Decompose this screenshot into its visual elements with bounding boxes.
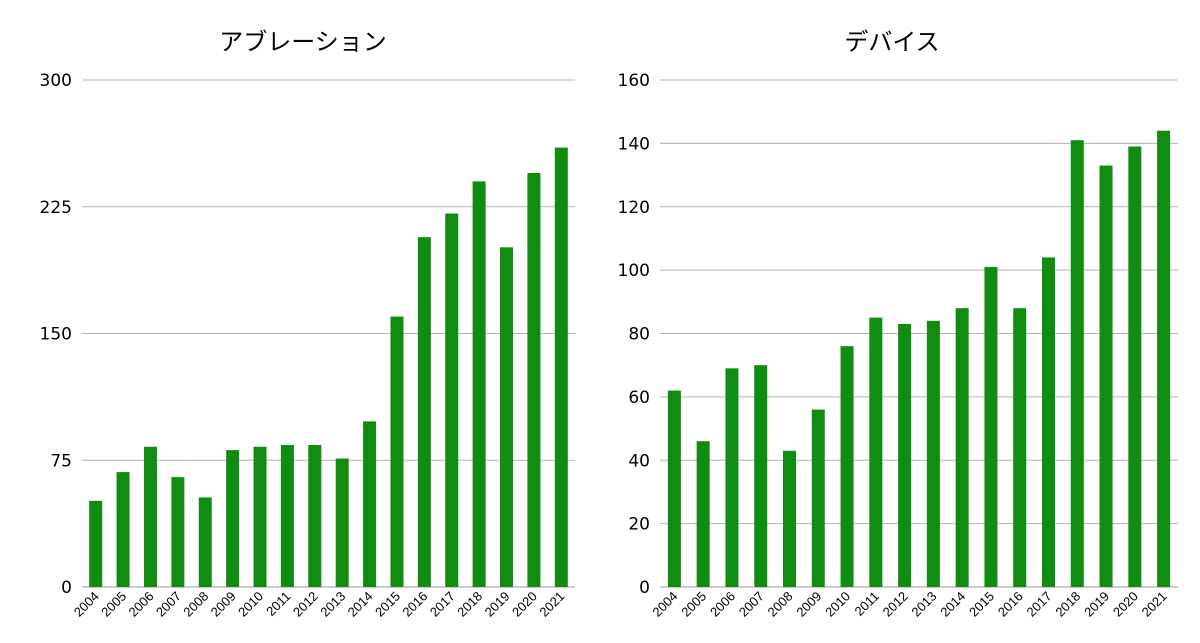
chart-title: アブレーション [219,28,387,56]
bar [955,308,969,587]
bar [390,316,404,587]
y-tick-label: 300 [40,71,72,91]
bar [417,237,431,588]
x-tick-label: 2006 [126,589,157,620]
x-tick-label: 2020 [1110,589,1141,620]
x-tick-label: 2004 [71,589,102,620]
bar [1013,308,1027,587]
bar [363,421,377,587]
bar [725,368,739,587]
x-tick-label: 2011 [263,589,293,619]
bar [783,450,796,587]
bar [1042,257,1055,587]
x-tick-label: 2010 [822,589,853,620]
bar [472,181,486,587]
bar [869,317,883,587]
y-tick-label: 40 [628,451,650,471]
x-tick-label: 2020 [509,589,540,620]
x-tick-label: 2010 [235,589,266,620]
x-tick-label: 2019 [1081,589,1112,620]
bar [984,266,998,587]
x-tick-label: 2006 [707,589,738,620]
bars [89,147,568,588]
x-tick-label: 2007 [736,589,767,620]
bar [253,446,267,587]
y-tick-label: 140 [618,134,650,154]
bar [811,409,825,587]
bar [143,446,157,587]
x-tick-labels: 2004200520062007200820092010201120122013… [71,589,568,620]
bar [198,497,212,587]
y-tick-label: 75 [50,451,72,471]
y-tick-labels: 0 20 40 60 80 100 120 140 160 [618,71,650,598]
x-tick-label: 2012 [290,589,321,620]
grid-lines [660,79,1178,588]
bar [308,445,322,587]
bar [280,445,294,587]
x-tick-label: 2014 [937,589,968,620]
bar [840,346,854,587]
x-tick-label: 2015 [372,589,403,620]
bar [335,458,349,587]
bar [898,323,912,587]
y-tick-label: 160 [618,71,650,91]
x-tick-label: 2019 [482,589,513,620]
x-tick-label: 2017 [427,589,458,620]
y-tick-label: 150 [40,325,72,345]
bar [116,472,130,587]
bar [754,365,768,587]
x-tick-label: 2011 [852,589,882,619]
y-tick-label: 80 [628,325,650,345]
y-tick-label: 100 [618,261,650,281]
bar [554,147,568,587]
bar [527,172,541,587]
x-tick-label: 2021 [1139,589,1170,620]
bar [226,450,240,587]
chart-title: デバイス [844,28,939,56]
grid-lines [82,79,575,588]
x-tick-label: 2007 [153,589,184,620]
y-tick-label: 0 [61,578,72,598]
x-tick-label: 2018 [454,589,485,620]
x-tick-label: 2008 [180,589,211,620]
bar [445,213,459,587]
bar [171,477,185,587]
x-tick-label: 2015 [966,589,997,620]
x-tick-label: 2013 [908,589,939,620]
bar [926,320,940,587]
x-tick-label: 2017 [1024,589,1055,620]
bar [1157,130,1171,587]
x-tick-label: 2021 [536,589,567,620]
x-tick-label: 2012 [880,589,911,620]
y-tick-label: 60 [628,388,650,408]
x-tick-label: 2004 [649,589,680,620]
x-tick-label: 2018 [1052,589,1083,620]
x-tick-label: 2013 [317,589,348,620]
x-tick-label: 2005 [678,589,709,620]
x-tick-label: 2016 [995,589,1026,620]
x-tick-label: 2014 [345,589,376,620]
bar [1128,146,1142,587]
bar [696,441,710,587]
bar [1099,165,1113,587]
bar [1070,140,1084,588]
x-tick-label: 2016 [399,589,430,620]
bar [89,500,103,587]
y-tick-labels: 0 75 150 225 300 [40,71,72,598]
x-tick-label: 2009 [208,589,239,620]
y-tick-label: 120 [618,198,650,218]
y-tick-label: 0 [639,578,650,598]
bars [667,130,1171,588]
y-tick-label: 20 [628,515,650,535]
bar [500,247,514,587]
bar [667,390,681,587]
x-tick-labels: 2004200520062007200820092010201120122013… [649,589,1169,620]
x-tick-label: 2008 [765,589,796,620]
x-tick-label: 2009 [793,589,824,620]
y-tick-label: 225 [40,198,72,218]
x-tick-label: 2005 [98,589,129,620]
